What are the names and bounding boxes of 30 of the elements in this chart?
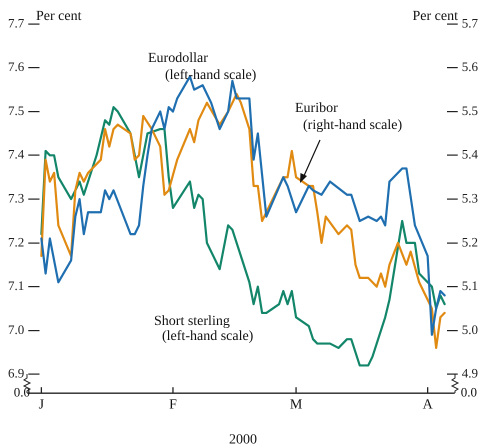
text: 0.0 (14, 384, 30, 400)
y2-tick-label: 5.1 (462, 278, 478, 294)
series-label: Eurodollar (left-hand scale) (148, 51, 257, 83)
y2-tick-label: 5.6 (462, 59, 478, 74)
x-tick-label: F (169, 397, 178, 412)
y-tick-label: 6.9 (8, 366, 24, 381)
y2-axis-title: Per cent (412, 9, 458, 24)
y-tick-label: 7.3 (8, 190, 24, 206)
y-tick-label: 7.1 (8, 278, 24, 294)
y2-tick-label: 5.0 (462, 322, 478, 337)
text: 0.0 (460, 384, 477, 400)
series-label: Short sterling (left-hand scale) (154, 314, 254, 344)
y2-tick-label: 5.3 (462, 190, 478, 206)
y-tick-label: 7.7 (8, 15, 25, 30)
y-tick-label: 7.4 (8, 146, 25, 162)
y2-tick-label: 5.7 (462, 15, 478, 30)
y-tick-label: 7.0 (8, 322, 24, 337)
series-label: Euribor (right-hand scale) (295, 101, 402, 133)
y-tick-label: 7.2 (8, 234, 24, 250)
x-tick-label: A (422, 397, 434, 412)
y2-tick-label: 5.5 (462, 102, 478, 118)
y2-tick-label: 5.4 (462, 146, 478, 162)
y2-tick-label: 5.2 (462, 234, 478, 250)
x-axis-title: 2000 (229, 432, 257, 447)
y-axis-title: Per cent (36, 9, 82, 24)
y2-tick-label: 4.9 (462, 366, 478, 381)
x-tick-label: J (38, 397, 45, 412)
x-tick-label: M (290, 397, 303, 412)
y-tick-label: 7.6 (8, 59, 25, 74)
y-tick-label: 7.5 (8, 102, 24, 118)
